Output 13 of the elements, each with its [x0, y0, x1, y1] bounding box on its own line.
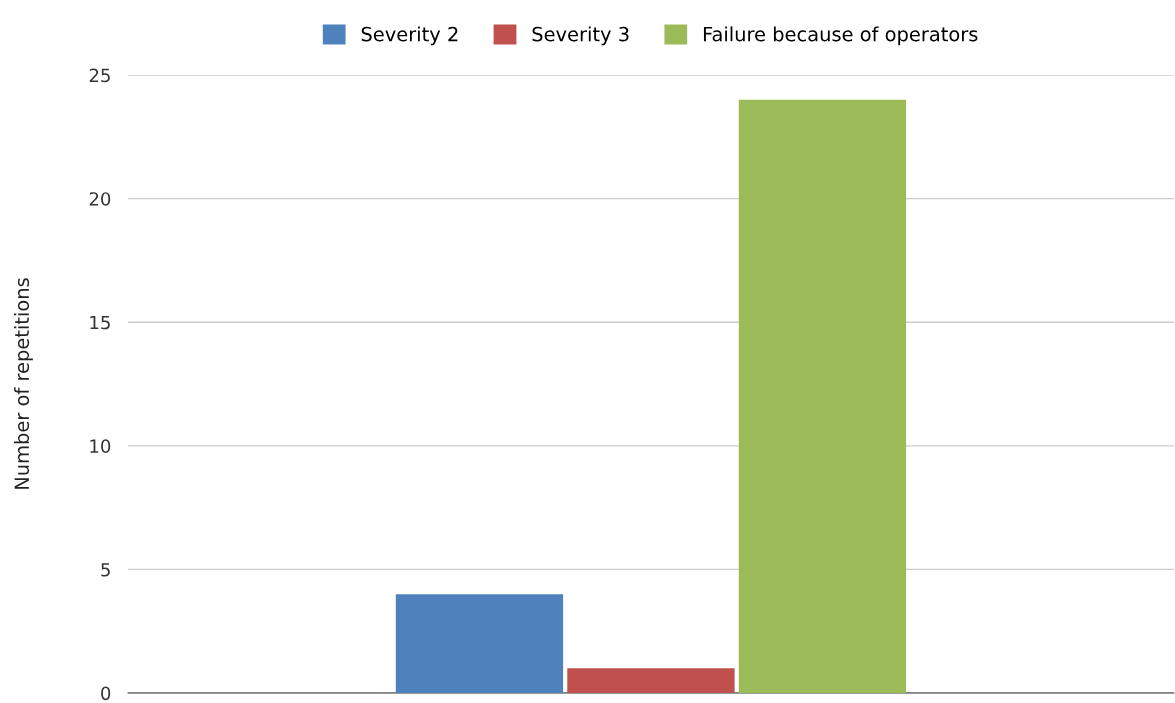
- y-tick-label: 10: [90, 439, 111, 453]
- y-tick-label: 15: [90, 315, 110, 330]
- y-axis-title: Number of repetitions: [14, 278, 33, 489]
- y-tick-label: 20: [89, 192, 111, 206]
- bar: [738, 99, 907, 694]
- legend-label: Failure because of operators: [703, 26, 978, 46]
- bar: [567, 668, 735, 694]
- legend-label: Severity 3: [532, 26, 629, 46]
- bar: [395, 594, 564, 694]
- y-tick-label: 5: [101, 563, 110, 577]
- y-tick-label: 25: [89, 68, 110, 83]
- legend-label: Severity 2: [361, 26, 458, 46]
- y-tick-label: 0: [101, 686, 111, 701]
